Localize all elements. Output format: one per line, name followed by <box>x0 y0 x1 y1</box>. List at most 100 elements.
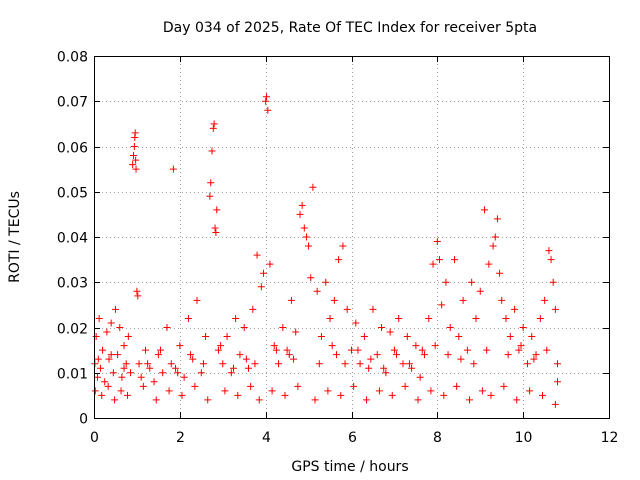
data-point <box>298 201 306 209</box>
grid <box>94 56 609 418</box>
data-point <box>541 296 549 304</box>
data-point <box>324 387 332 395</box>
data-point <box>433 238 441 246</box>
data-point <box>133 287 141 295</box>
data-point <box>517 342 525 350</box>
data-point <box>360 333 368 341</box>
data-point <box>103 328 111 336</box>
data-point <box>187 351 195 359</box>
x-tick-label: 2 <box>176 430 185 446</box>
data-point <box>210 120 218 128</box>
y-tick-label: 0.01 <box>57 367 88 383</box>
data-point <box>472 314 480 322</box>
data-point <box>142 346 149 354</box>
data-point <box>101 378 109 386</box>
data-point <box>418 346 426 354</box>
data-point <box>523 360 531 368</box>
data-point <box>502 314 510 322</box>
data-point <box>287 296 295 304</box>
data-point <box>328 342 336 350</box>
data-point <box>352 319 360 327</box>
data-point <box>401 382 409 390</box>
data-point <box>317 333 325 341</box>
data-point <box>219 360 227 368</box>
y-tick-label: 0.06 <box>57 141 88 157</box>
data-point <box>240 324 248 331</box>
y-tick-label: 0.02 <box>57 322 88 338</box>
data-point <box>491 233 499 241</box>
data-point <box>245 364 252 372</box>
data-point <box>283 346 291 354</box>
y-tick-label: 0.04 <box>57 231 88 247</box>
data-point <box>395 314 403 322</box>
data-point <box>213 206 221 214</box>
data-point <box>292 328 300 336</box>
data-point <box>247 382 255 390</box>
data-point <box>117 387 125 395</box>
data-point <box>414 396 422 404</box>
data-point <box>172 364 180 372</box>
data-point <box>532 351 540 359</box>
data-point <box>264 106 272 114</box>
data-point <box>365 364 373 372</box>
plot-frame <box>94 56 610 419</box>
data-point <box>163 324 171 331</box>
data-point <box>388 391 396 399</box>
data-point <box>95 314 103 322</box>
data-point <box>382 369 390 377</box>
data-point <box>104 382 112 390</box>
data-point <box>193 296 201 304</box>
x-tick-label: 8 <box>433 430 442 446</box>
data-point <box>478 387 486 395</box>
data-point <box>343 305 351 313</box>
data-point <box>466 396 474 404</box>
data-point <box>446 324 454 331</box>
data-point <box>322 278 330 286</box>
data-point <box>296 210 304 218</box>
data-point <box>493 215 501 223</box>
data-point <box>393 351 401 359</box>
data-point <box>498 296 506 304</box>
data-point <box>356 360 364 368</box>
data-point <box>307 274 315 282</box>
data-points <box>91 93 561 408</box>
data-point <box>302 233 310 241</box>
data-point <box>315 360 323 368</box>
data-point <box>255 396 263 404</box>
data-point <box>554 378 561 386</box>
data-point <box>375 387 383 395</box>
x-axis-label: GPS time / hours <box>291 459 408 475</box>
data-point <box>146 364 154 372</box>
data-point <box>551 305 559 313</box>
data-point <box>476 287 484 295</box>
data-point <box>91 387 99 395</box>
data-point <box>209 124 217 132</box>
data-point <box>206 192 214 200</box>
y-tick-label: 0.08 <box>57 50 88 66</box>
data-point <box>159 369 167 377</box>
data-point <box>207 179 215 187</box>
data-point <box>399 360 407 368</box>
data-point <box>350 382 358 390</box>
data-point <box>451 256 458 264</box>
data-point <box>442 278 450 286</box>
data-point <box>538 391 546 399</box>
data-point <box>217 342 225 350</box>
data-point <box>339 242 347 250</box>
data-point <box>311 396 319 404</box>
data-point <box>197 369 205 377</box>
data-point <box>463 346 471 354</box>
data-point <box>440 391 448 399</box>
data-point <box>481 206 489 214</box>
data-point <box>122 360 130 368</box>
data-point <box>281 391 289 399</box>
data-point <box>131 129 139 137</box>
data-point <box>341 360 349 368</box>
data-point <box>511 305 519 313</box>
x-tick-label: 12 <box>601 430 619 446</box>
data-point <box>435 256 443 264</box>
data-point <box>332 351 340 359</box>
data-point <box>99 346 107 354</box>
data-point <box>129 152 137 160</box>
data-point <box>124 333 132 341</box>
